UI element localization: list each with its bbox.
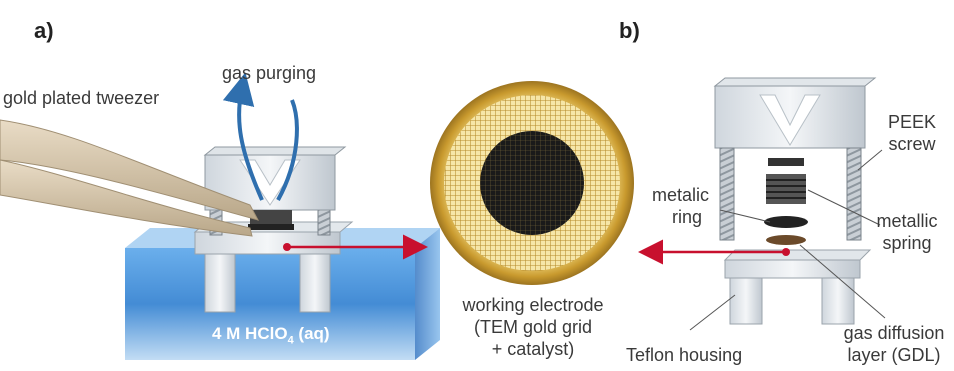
gold-plated-tweezer [0,119,259,237]
label-we-line1: working electrode [462,295,604,315]
cell-exploded-b [713,77,877,325]
leader-spring [807,189,881,226]
gas-purging-tube [222,72,299,201]
label-we-line2: (TEM gold grid [473,317,593,337]
leader-lines [689,149,886,331]
label-tweezer: gold plated tweezer [3,88,160,108]
leader-gdl [799,244,886,319]
label-gas-purging: gas purging [222,63,317,83]
label-we-line3: + catalyst) [491,339,575,359]
panel-label-a: a) [34,18,54,43]
label-gdl: gas diffusion layer (GDL) [843,323,945,365]
arrow-to-electrode-left [283,234,428,260]
working-electrode-grid [430,81,634,285]
label-metallic-spring: metallic spring [876,211,938,253]
label-metalic-ring: metalic ring [652,185,710,227]
leader-ring [719,209,771,223]
leader-teflon [689,294,736,331]
panel-label-b: b) [619,18,640,43]
label-peek-screw: PEEK screw [887,112,937,154]
label-teflon-housing: Teflon housing [626,345,743,365]
label-electrolyte: 4 M HClO4 (aq) [212,324,330,347]
leader-peek [857,149,883,171]
label-working-electrode: working electrode (TEM gold grid + catal… [444,294,622,360]
arrow-to-electrode-right [638,239,790,265]
